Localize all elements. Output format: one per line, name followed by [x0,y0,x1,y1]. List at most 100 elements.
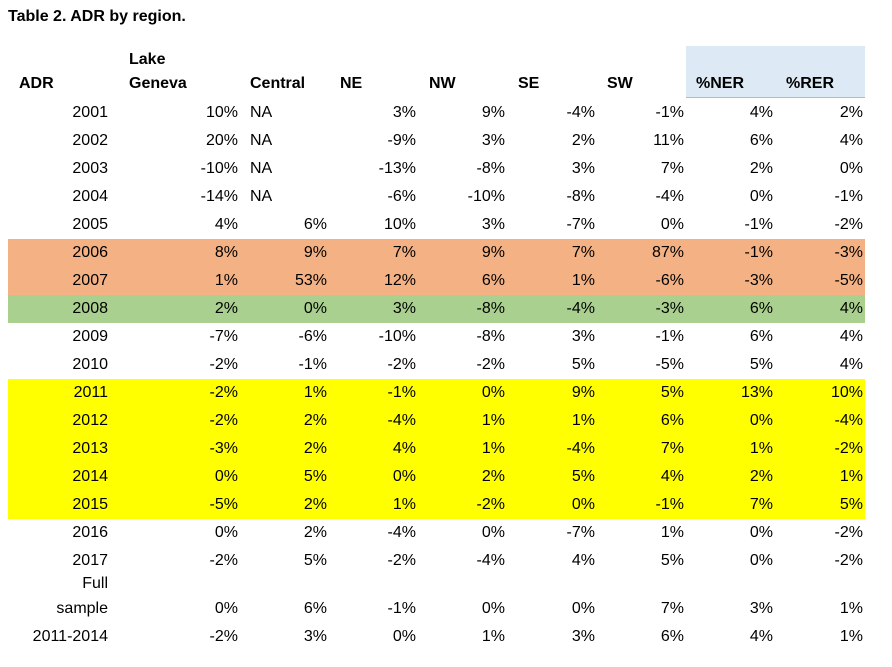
table-cell: -1% [744,216,773,233]
table-cell: 1% [392,496,416,513]
table-cell: -1% [655,496,684,513]
table-cell: 3% [571,160,595,177]
table-cell: 0% [749,524,773,541]
table-cell: 10% [383,216,416,233]
table-cell: 7% [749,496,773,513]
table-row: 2008 2% 0% 3% -8% -4% -3% 6% 4% [8,295,865,323]
header-rule [686,97,865,98]
table-cell: 5% [571,356,595,373]
table-cell: 5% [303,552,327,569]
table-cell: 1% [839,600,863,617]
table-cell: -5% [834,272,863,289]
table-cell: -4% [655,188,684,205]
table-cell: -7% [209,328,238,345]
table-cell: 7% [660,440,684,457]
table-cell: 3% [481,216,505,233]
summary-row-2011-2014: 2011-2014 -2% 3% 0% 1% 3% 6% 4% 1% [8,623,865,651]
table-cell: 4% [839,132,863,149]
table-cell: -2% [476,356,505,373]
header-ner: %NER [696,75,745,92]
table-cell: 0% [571,600,595,617]
row-label: 2012 [72,412,108,429]
table-cell: 0% [749,412,773,429]
table-cell: 3% [749,600,773,617]
table-cell: 2% [303,412,327,429]
table-cell: -14% [200,188,238,205]
header-lake-geneva: Lake Geneva [129,48,187,96]
table-cell: -6% [298,328,327,345]
table-cell: 9% [571,384,595,401]
header-sw: SW [607,75,633,92]
table-cell: -4% [834,412,863,429]
table-cell: -10% [200,160,238,177]
table-cell: 0% [481,524,505,541]
table-row: 2001 10% NA 3% 9% -4% -1% 4% 2% [8,99,865,127]
table-cell: -13% [378,160,416,177]
row-label: 2017 [72,552,108,569]
full-sample-label-line1: Full [82,575,108,592]
table-cell: 3% [303,628,327,645]
row-label: 2016 [72,524,108,541]
table-cell: 1% [660,524,684,541]
table-cell: 4% [839,356,863,373]
table-cell: 9% [303,244,327,261]
row-label: 2011-2014 [32,628,108,645]
table-cell: 1% [749,440,773,457]
table-cell: 0% [481,384,505,401]
row-label: 2010 [72,356,108,373]
table-cell: 0% [392,628,416,645]
table-cell: -2% [209,552,238,569]
table-cell: 87% [651,244,684,261]
table-cell: 7% [571,244,595,261]
table-cell: 3% [392,104,416,121]
table-cell: 2% [214,300,238,317]
table-cell: 6% [303,216,327,233]
table-cell: 4% [839,300,863,317]
table-cell: 0% [392,468,416,485]
table-row: 2013 -3% 2% 4% 1% -4% 7% 1% -2% [8,435,865,463]
table-cell: 3% [481,132,505,149]
table-row: 2016 0% 2% -4% 0% -7% 1% 0% -2% [8,519,865,547]
table-cell: 2% [571,132,595,149]
table-cell: 13% [740,384,773,401]
table-cell: 2% [749,160,773,177]
table-cell: -2% [209,412,238,429]
table-row: 2011 -2% 1% -1% 0% 9% 5% 13% 10% [8,379,865,407]
table-cell: 2% [481,468,505,485]
header-lake-geneva-line2: Geneva [129,75,187,92]
table-cell: -4% [566,300,595,317]
table-cell: 20% [205,132,238,149]
table-cell: -2% [834,440,863,457]
table-cell: 6% [660,412,684,429]
table-row: 2003 -10% NA -13% -8% 3% 7% 2% 0% [8,155,865,183]
table-cell: 2% [303,440,327,457]
table-cell: 53% [294,272,327,289]
table-cell: 5% [660,384,684,401]
row-label: 2001 [72,104,108,121]
table-cell: -2% [476,496,505,513]
table-cell: 5% [749,356,773,373]
table-row: 2017 -2% 5% -2% -4% 4% 5% 0% -2% [8,547,865,575]
table-cell: 10% [830,384,863,401]
table-row: 2004 -14% NA -6% -10% -8% -4% 0% -1% [8,183,865,211]
table-cell: 5% [303,468,327,485]
table-row: 2009 -7% -6% -10% -8% 3% -1% 6% 4% [8,323,865,351]
table-cell: -1% [744,244,773,261]
table-cell: -8% [476,328,505,345]
table-cell: -8% [476,300,505,317]
table-cell: -1% [387,600,416,617]
row-label: 2005 [72,216,108,233]
table-cell: -1% [834,188,863,205]
table-cell: 11% [653,132,684,149]
table-cell: 5% [660,552,684,569]
row-label: 2006 [72,244,108,261]
table-cell: 0% [749,188,773,205]
table-cell: 6% [660,628,684,645]
table-cell: 8% [214,244,238,261]
table-cell: 2% [303,524,327,541]
table-cell: 0% [749,552,773,569]
row-label: 2015 [72,496,108,513]
header-ne: NE [340,75,363,92]
row-label: 2009 [72,328,108,345]
full-sample-label-line2: sample [56,600,108,617]
